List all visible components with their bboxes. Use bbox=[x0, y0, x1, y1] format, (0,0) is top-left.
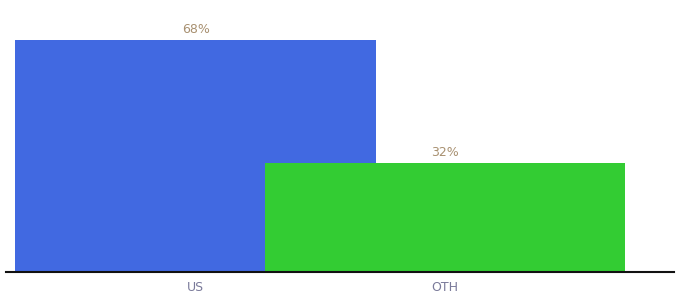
Text: 68%: 68% bbox=[182, 23, 209, 36]
Bar bbox=[16, 40, 376, 272]
Text: 32%: 32% bbox=[431, 146, 459, 159]
Bar bbox=[265, 163, 626, 272]
